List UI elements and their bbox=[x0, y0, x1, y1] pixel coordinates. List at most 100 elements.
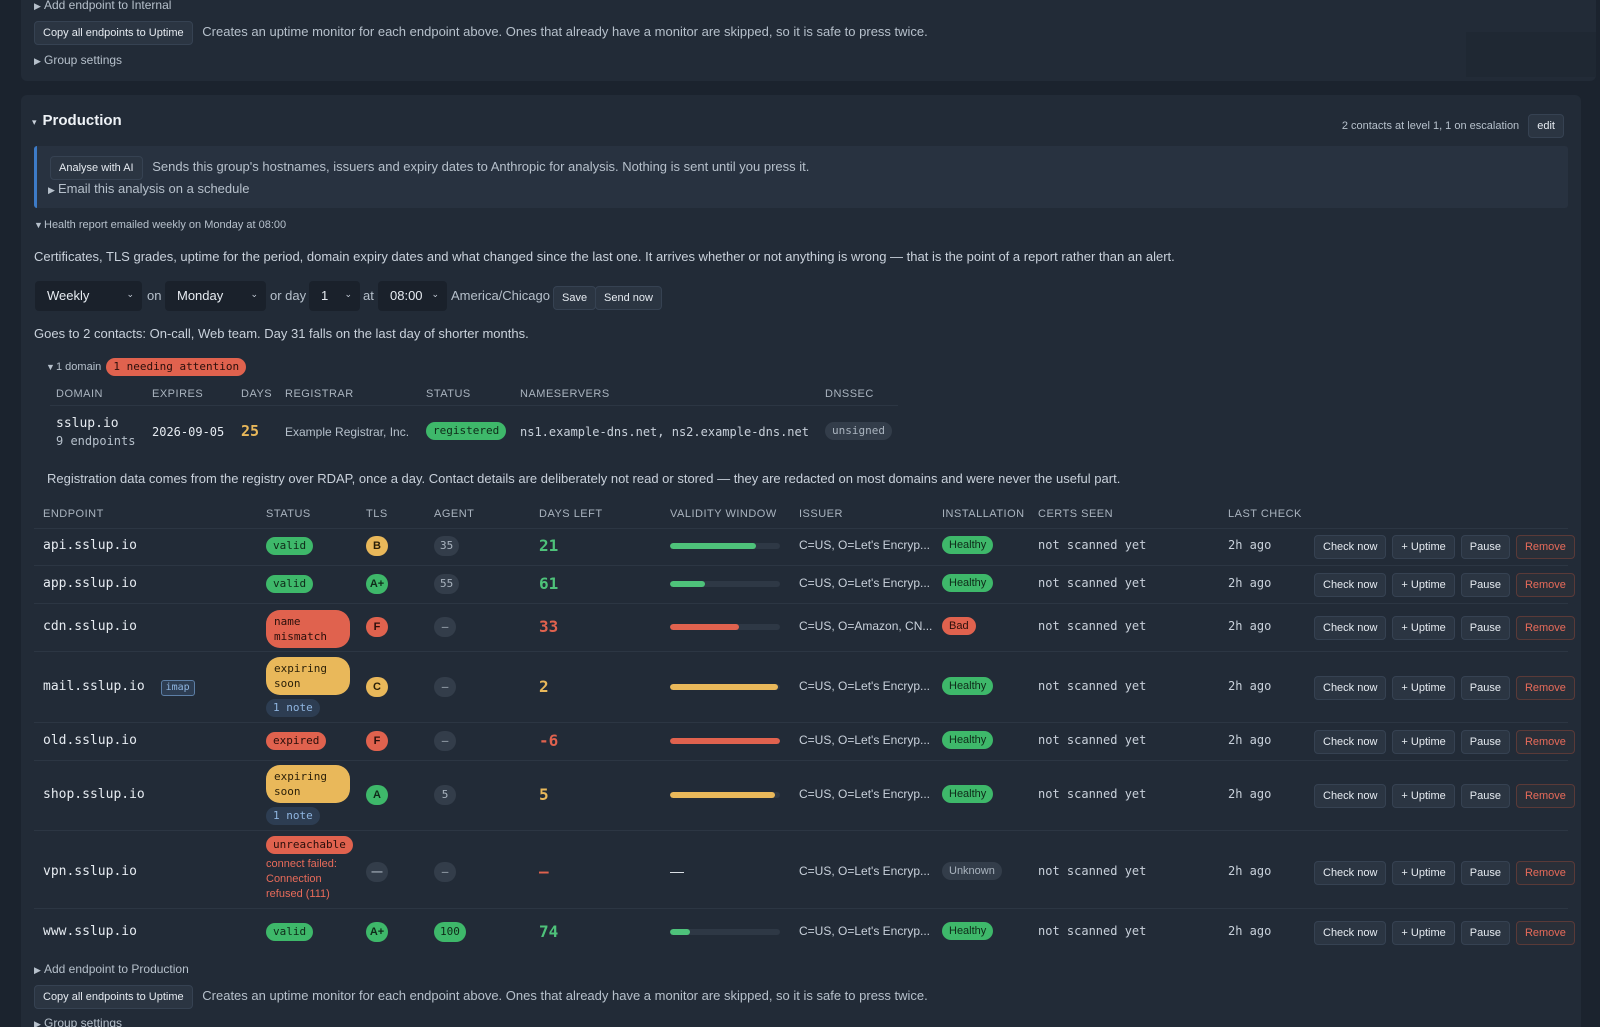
remove-button[interactable]: Remove bbox=[1515, 676, 1575, 700]
check-now-button[interactable]: Check now bbox=[1314, 535, 1387, 559]
endpoint-note-badge[interactable]: 1 note bbox=[266, 807, 320, 825]
pause-button[interactable]: Pause bbox=[1460, 616, 1510, 640]
validity-bar-fill bbox=[670, 684, 778, 690]
domain-nameservers: ns1.example-dns.net, ns2.example-dns.net bbox=[520, 425, 809, 439]
endpoint-header-issuer: ISSUER bbox=[799, 508, 843, 520]
chevron-down-icon: ⌄ bbox=[344, 289, 352, 299]
group-header[interactable]: ▾ Production bbox=[32, 112, 122, 129]
tls-grade-badge: — bbox=[366, 862, 388, 882]
edit-contacts-button[interactable]: edit bbox=[1528, 114, 1564, 138]
days-left: -6 bbox=[539, 731, 559, 750]
add-uptime-button[interactable]: + Uptime bbox=[1392, 784, 1455, 808]
pause-button[interactable]: Pause bbox=[1460, 676, 1510, 700]
remove-button[interactable]: Remove bbox=[1515, 573, 1575, 597]
add-uptime-button[interactable]: + Uptime bbox=[1392, 676, 1455, 700]
endpoint-status-badge: expiring soon bbox=[266, 657, 350, 695]
check-now-button[interactable]: Check now bbox=[1314, 573, 1387, 597]
last-check: 2h ago bbox=[1228, 924, 1272, 938]
check-now-button[interactable]: Check now bbox=[1314, 730, 1387, 754]
validity-bar-fill bbox=[670, 624, 740, 630]
add-endpoint-internal-toggle[interactable]: ▶ Add endpoint to Internal bbox=[34, 0, 172, 12]
add-uptime-button[interactable]: + Uptime bbox=[1392, 730, 1455, 754]
certs-seen: not scanned yet bbox=[1038, 679, 1147, 693]
add-uptime-button[interactable]: + Uptime bbox=[1392, 861, 1455, 885]
pause-button[interactable]: Pause bbox=[1460, 784, 1510, 808]
days-left: 2 bbox=[539, 677, 549, 696]
report-frequency-select[interactable]: Weekly ⌄ bbox=[35, 281, 142, 311]
endpoint-note-badge[interactable]: 1 note bbox=[266, 699, 320, 717]
endpoint-host[interactable]: cdn.sslup.io bbox=[43, 619, 137, 634]
endpoint-host[interactable]: api.sslup.io bbox=[43, 538, 137, 553]
endpoint-host[interactable]: shop.sslup.io bbox=[43, 787, 145, 802]
endpoint-host[interactable]: vpn.sslup.io bbox=[43, 864, 137, 879]
endpoint-host[interactable]: app.sslup.io bbox=[43, 576, 137, 591]
analyse-ai-button[interactable]: Analyse with AI bbox=[50, 156, 143, 180]
endpoint-host[interactable]: old.sslup.io bbox=[43, 733, 137, 748]
email-analysis-toggle[interactable]: ▶ Email this analysis on a schedule bbox=[48, 181, 250, 196]
add-endpoint-production-toggle[interactable]: ▶ Add endpoint to Production bbox=[34, 962, 189, 976]
copy-endpoints-uptime-button[interactable]: Copy all endpoints to Uptime bbox=[34, 21, 193, 45]
report-description: Certificates, TLS grades, uptime for the… bbox=[34, 249, 1175, 264]
remove-button[interactable]: Remove bbox=[1515, 861, 1575, 885]
days-left: 21 bbox=[539, 536, 559, 555]
validity-bar bbox=[670, 738, 780, 744]
endpoint-header-agent: AGENT bbox=[434, 508, 475, 520]
pause-button[interactable]: Pause bbox=[1460, 730, 1510, 754]
add-uptime-button[interactable]: + Uptime bbox=[1392, 573, 1455, 597]
caret-right-icon: ▶ bbox=[34, 965, 41, 975]
health-report-toggle[interactable]: ▼Health report emailed weekly on Monday … bbox=[34, 219, 287, 231]
agent-score-badge: — bbox=[434, 862, 456, 882]
add-uptime-button[interactable]: + Uptime bbox=[1392, 921, 1455, 945]
domain-header-days: DAYS bbox=[241, 388, 273, 400]
domain-endpoints-count: 9 endpoints bbox=[56, 434, 136, 448]
remove-button[interactable]: Remove bbox=[1515, 921, 1575, 945]
send-now-button[interactable]: Send now bbox=[595, 286, 662, 310]
add-uptime-button[interactable]: + Uptime bbox=[1392, 616, 1455, 640]
remove-button[interactable]: Remove bbox=[1515, 616, 1575, 640]
endpoint-status-badge: valid bbox=[266, 923, 314, 941]
row-divider bbox=[34, 908, 1568, 909]
chevron-down-icon: ⌄ bbox=[250, 289, 258, 299]
report-day-select[interactable]: 1 ⌄ bbox=[309, 281, 360, 311]
pause-button[interactable]: Pause bbox=[1460, 861, 1510, 885]
remove-button[interactable]: Remove bbox=[1515, 535, 1575, 559]
endpoint-host[interactable]: mail.sslup.io imap bbox=[43, 679, 195, 696]
caret-right-icon: ▶ bbox=[34, 56, 41, 66]
domain-name: sslup.io bbox=[56, 416, 119, 431]
contacts-summary: 2 contacts at level 1, 1 on escalation bbox=[1341, 120, 1520, 132]
report-time-select[interactable]: 08:00 ⌄ bbox=[378, 281, 447, 311]
check-now-button[interactable]: Check now bbox=[1314, 616, 1387, 640]
add-uptime-button[interactable]: + Uptime bbox=[1392, 535, 1455, 559]
validity-bar-fill bbox=[670, 543, 756, 549]
endpoint-status-badge: valid bbox=[266, 575, 314, 593]
group-settings-internal-toggle[interactable]: ▶ Group settings bbox=[34, 53, 123, 67]
validity-empty: — bbox=[670, 863, 684, 879]
certs-seen: not scanned yet bbox=[1038, 787, 1147, 801]
caret-down-icon: ▼ bbox=[46, 362, 55, 372]
copy-endpoints-uptime-button[interactable]: Copy all endpoints to Uptime bbox=[34, 985, 193, 1009]
check-now-button[interactable]: Check now bbox=[1314, 676, 1387, 700]
at-label: at bbox=[363, 288, 374, 303]
report-weekday-select[interactable]: Monday ⌄ bbox=[165, 281, 266, 311]
remove-button[interactable]: Remove bbox=[1515, 730, 1575, 754]
row-divider bbox=[34, 830, 1568, 831]
pause-button[interactable]: Pause bbox=[1460, 573, 1510, 597]
tls-grade-badge: F bbox=[366, 731, 388, 751]
group-settings-production-toggle[interactable]: ▶ Group settings bbox=[34, 1016, 122, 1027]
attention-badge: 1 needing attention bbox=[106, 358, 247, 376]
save-report-button[interactable]: Save bbox=[553, 286, 597, 310]
issuer: C=US, O=Let's Encryp... bbox=[799, 864, 931, 878]
row-divider bbox=[34, 760, 1568, 761]
pause-button[interactable]: Pause bbox=[1460, 535, 1510, 559]
endpoint-status-badge: expired bbox=[266, 732, 327, 750]
domains-toggle[interactable]: ▼1 domain 1 needing attention bbox=[46, 358, 247, 376]
endpoint-host[interactable]: www.sslup.io bbox=[43, 924, 137, 939]
issuer: C=US, O=Let's Encryp... bbox=[799, 787, 931, 801]
check-now-button[interactable]: Check now bbox=[1314, 784, 1387, 808]
pause-button[interactable]: Pause bbox=[1460, 921, 1510, 945]
validity-bar-fill bbox=[670, 929, 690, 935]
check-now-button[interactable]: Check now bbox=[1314, 921, 1387, 945]
remove-button[interactable]: Remove bbox=[1515, 784, 1575, 808]
check-now-button[interactable]: Check now bbox=[1314, 861, 1387, 885]
chevron-down-icon: ⌄ bbox=[126, 289, 134, 299]
